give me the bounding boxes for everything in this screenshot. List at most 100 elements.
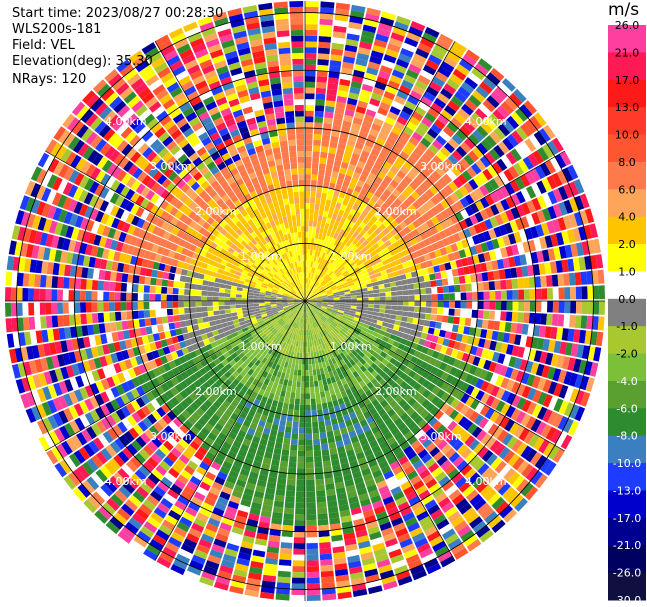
ray-gate [469, 191, 480, 202]
ray-gate [422, 32, 437, 44]
ray-gate [315, 226, 321, 234]
ray-gate [355, 309, 362, 313]
ray-gate [305, 301, 311, 302]
ray-gate [296, 473, 305, 480]
ray-gate [298, 427, 305, 434]
ray-gate [486, 350, 495, 361]
ray-gate [282, 519, 294, 526]
ray-gate [563, 183, 574, 199]
ray-gate [195, 295, 202, 301]
ray-gate [451, 268, 459, 277]
ray-gate [305, 179, 311, 186]
ray-gate [335, 154, 343, 162]
ray-gate [305, 41, 317, 48]
ray-gate [439, 220, 449, 230]
ray-gate [511, 381, 521, 394]
ray-gate [379, 254, 387, 262]
ray-gate [330, 312, 337, 317]
ray-gate [365, 177, 374, 186]
ray-gate [454, 292, 461, 301]
ray-gate [439, 362, 448, 371]
ray-gate [293, 548, 305, 555]
ray-gate [338, 249, 345, 256]
ray-gate [538, 263, 546, 275]
ray-gate [373, 39, 388, 49]
ray-gate [173, 274, 181, 282]
ray-gate [568, 197, 579, 212]
ray-gate [230, 308, 237, 313]
ray-gate [490, 90, 504, 104]
ray-gate [230, 305, 237, 309]
ray-gate [371, 281, 379, 287]
ray-gate [413, 162, 424, 172]
ray-gate [327, 77, 339, 85]
ray-gate [362, 182, 371, 191]
ray-gate [394, 336, 402, 343]
ray-gate [241, 291, 248, 295]
ray-gate [298, 358, 302, 365]
ray-gate [390, 32, 405, 42]
ray-gate [398, 84, 412, 95]
ray-gate [489, 191, 500, 203]
ray-gate [276, 483, 286, 491]
ray-gate [343, 272, 350, 278]
ray-gate [325, 261, 330, 267]
ray-gate [333, 19, 348, 28]
ray-gate [247, 304, 254, 307]
ray-gate [281, 536, 293, 543]
ray-gate [512, 289, 519, 300]
ray-gate [361, 209, 369, 217]
ray-gate [446, 269, 453, 278]
ray-gate [365, 109, 377, 118]
ray-gate [563, 371, 573, 385]
ray-gate [335, 326, 341, 332]
ray-gate [375, 337, 383, 344]
ray-gate [138, 310, 145, 319]
ray-gate [305, 398, 311, 405]
ray-gate [595, 254, 604, 269]
ray-gate [533, 131, 546, 146]
ray-gate [423, 253, 431, 261]
ray-gate [411, 228, 420, 237]
ray-gate [415, 80, 428, 91]
ray-gate [104, 270, 112, 281]
ray-gate [536, 195, 547, 209]
ray-gate [362, 307, 369, 311]
ray-gate [339, 301, 346, 303]
ray-gate [155, 309, 162, 317]
ray-gate [450, 203, 460, 214]
ray-gate [288, 374, 294, 381]
ray-gate [22, 317, 30, 331]
ray-gate [453, 177, 463, 189]
ray-gate [386, 184, 396, 193]
ray-gate [539, 351, 548, 364]
ray-gate [258, 303, 265, 306]
ray-gate [426, 209, 436, 219]
ray-gate [322, 282, 329, 288]
ray-gate [436, 240, 445, 249]
ray-gate [391, 296, 398, 301]
ray-gate [51, 289, 58, 301]
ray-gate [477, 282, 484, 291]
ray-gate [431, 350, 440, 359]
ray-gate [420, 137, 432, 148]
ray-gate [326, 193, 333, 201]
ray-gate [444, 364, 453, 374]
ray-gate [326, 254, 331, 261]
ray-gate [555, 260, 563, 273]
ray-gate [297, 462, 305, 469]
ray-gate [498, 321, 506, 332]
ray-gate [306, 462, 314, 469]
ray-gate [453, 251, 461, 260]
ray-gate [496, 105, 510, 119]
ray-gate [344, 289, 351, 293]
ray-gate [355, 226, 363, 234]
ray-gate [469, 411, 480, 422]
ray-gate [10, 287, 17, 301]
ray-gate [439, 247, 448, 256]
ray-gate [311, 273, 314, 279]
ray-gate [353, 280, 360, 285]
ray-gate [559, 341, 568, 355]
ray-gate [484, 407, 495, 420]
ray-gate [423, 238, 432, 247]
